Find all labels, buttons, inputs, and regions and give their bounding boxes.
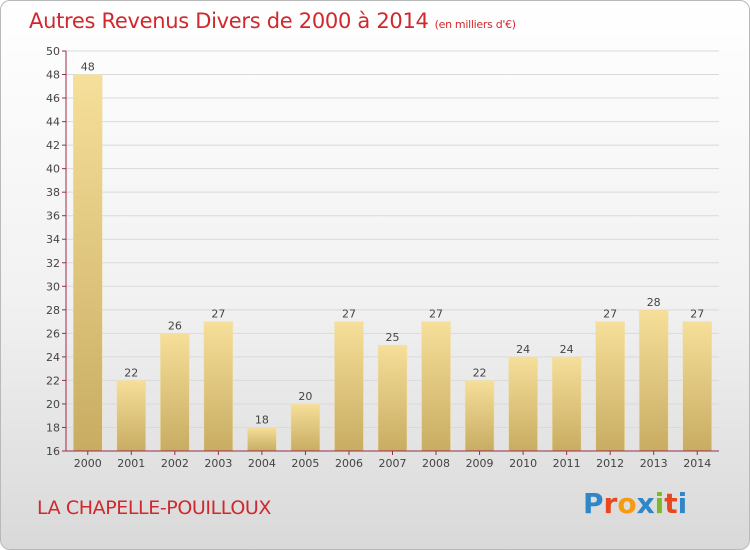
x-tick-label-2007: 2007 [379,457,407,470]
chart-title: Autres Revenus Divers de 2000 à 2014 (en … [29,9,516,33]
data-label-2008: 27 [429,308,443,321]
bar-2012 [595,321,625,452]
y-tick-label: 28 [46,304,60,317]
y-tick-label: 18 [46,421,60,434]
y-tick-label: 32 [46,257,60,270]
y-tick-label: 46 [46,92,60,105]
bar-2014 [682,321,712,452]
data-label-2013: 28 [647,296,661,309]
data-label-2005: 20 [298,390,312,403]
x-tick-label-2004: 2004 [248,457,276,470]
y-tick-label: 26 [46,327,60,340]
x-tick-label-2002: 2002 [161,457,189,470]
x-tick-label-2014: 2014 [683,457,711,470]
x-axis-ticks: 2000 2001 2002 2003 2004 2005 2006 2007 2008 2009… [74,451,711,470]
bar-2001 [116,380,147,452]
logo-letter: i [654,487,665,520]
data-label-2001: 22 [124,366,138,379]
data-label-2003: 27 [211,308,225,321]
logo-letter: o [617,487,637,520]
y-axis-ticks: 16 18 20 22 24 26 28 30 32 34 36 38 40 42 44 46 48 50 [46,45,66,458]
chart-subtitle: (en milliers d'€) [434,18,516,31]
y-tick-label: 22 [46,374,60,387]
data-label-2007: 25 [386,331,400,344]
bar-2013 [638,309,669,452]
y-tick-label: 50 [46,45,60,58]
y-tick-label: 20 [46,398,60,411]
data-label-2014: 27 [690,308,704,321]
bars [73,74,712,452]
y-tick-label: 40 [46,163,60,176]
y-tick-label: 44 [46,116,60,129]
x-tick-label-2000: 2000 [74,457,102,470]
x-tick-label-2005: 2005 [291,457,319,470]
y-tick-label: 36 [46,210,60,223]
data-labels: 48 22 26 27 18 20 27 25 27 22 24 24 27 28 27 [81,61,704,427]
y-tick-label: 48 [46,69,60,82]
bar-2002 [160,333,190,452]
location-label: LA CHAPELLE-POUILLOUX [37,497,271,519]
bar-2006 [334,321,364,452]
data-label-2000: 48 [81,61,95,74]
logo-letter: t [664,487,678,520]
y-tick-label: 30 [46,280,60,293]
y-tick-label: 24 [46,351,60,364]
bar-2009 [464,380,495,452]
x-tick-label-2003: 2003 [204,457,232,470]
x-tick-label-2011: 2011 [553,457,581,470]
x-tick-label-2006: 2006 [335,457,363,470]
x-tick-label-2008: 2008 [422,457,450,470]
x-tick-label-2001: 2001 [117,457,145,470]
x-tick-label-2010: 2010 [509,457,537,470]
x-tick-label-2009: 2009 [466,457,494,470]
logo-letter: r [603,487,618,520]
bar-2004 [247,427,277,452]
bar-2010 [508,356,538,452]
x-tick-label-2013: 2013 [640,457,668,470]
bar-2003 [203,321,234,452]
bar-2000 [73,74,103,452]
data-label-2010: 24 [516,343,530,356]
y-tick-label: 42 [46,139,60,152]
logo-letter: P [583,487,604,520]
y-tick-label: 34 [46,233,60,246]
logo-letter: x [636,487,655,520]
y-tick-label: 16 [46,445,60,458]
data-label-2006: 27 [342,308,356,321]
data-label-2011: 24 [560,343,574,356]
bar-2011 [551,356,582,452]
bar-2008 [421,321,451,452]
bar-2005 [290,403,321,452]
data-label-2002: 26 [168,319,182,332]
x-tick-label-2012: 2012 [596,457,624,470]
y-tick-label: 38 [46,186,60,199]
chart-title-text: Autres Revenus Divers de 2000 à 2014 [29,9,429,33]
data-label-2009: 22 [473,366,487,379]
data-label-2012: 27 [603,308,617,321]
bar-2007 [377,344,408,452]
proxiti-logo[interactable]: Proxiti [583,487,687,520]
logo-letter: i [677,487,688,520]
data-label-2004: 18 [255,413,269,426]
